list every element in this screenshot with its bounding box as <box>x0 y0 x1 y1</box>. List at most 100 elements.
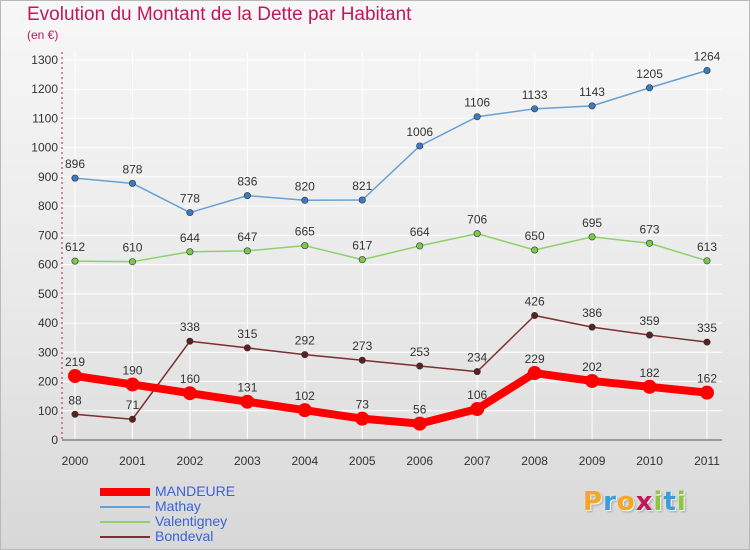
series-bondeval-point <box>128 415 136 423</box>
x-tick-label: 2011 <box>694 454 720 468</box>
logo-letter: i <box>653 487 664 517</box>
series-bondeval-data-label: 426 <box>525 294 545 308</box>
legend-label: MANDEURE <box>155 483 236 499</box>
series-bondeval-point <box>646 331 654 339</box>
logo-letter: x <box>635 487 654 517</box>
series-bondeval-point <box>358 356 366 364</box>
series-bondeval-point <box>71 410 79 418</box>
series-mathay-point <box>531 105 539 113</box>
legend-swatch <box>100 536 150 538</box>
series-bondeval-point <box>416 362 424 370</box>
x-tick-label: 2003 <box>234 454 261 468</box>
series-mandeure-line <box>71 369 711 428</box>
series-valentigney-point <box>301 242 309 250</box>
series-mandeure-point <box>585 373 600 388</box>
series-mathay-point <box>703 67 711 75</box>
series-mandeure-point <box>355 411 370 426</box>
series-mandeure-data-label: 102 <box>295 389 315 403</box>
y-tick-label: 500 <box>38 287 58 301</box>
series-valentigney-data-label: 644 <box>180 231 200 245</box>
series-bondeval-data-label: 335 <box>697 321 717 335</box>
y-tick-label: 1200 <box>31 82 58 96</box>
series-mathay-point <box>71 174 79 182</box>
series-mandeure-point <box>642 379 657 394</box>
chart-subtitle: (en €) <box>27 28 59 42</box>
x-tick-label: 2001 <box>119 454 146 468</box>
series-valentigney-point <box>186 248 194 256</box>
series-bondeval-point <box>186 337 194 345</box>
series-mandeure-data-label: 106 <box>467 388 487 402</box>
y-tick-label: 800 <box>38 199 58 213</box>
logo-letter: t <box>663 487 677 517</box>
series-mathay-point <box>473 113 481 121</box>
series-mathay-point <box>128 179 136 187</box>
legend-swatch <box>100 521 150 523</box>
series-bondeval-data-label: 71 <box>126 398 140 412</box>
series-mandeure-point <box>125 377 140 392</box>
x-tick-label: 2006 <box>406 454 433 468</box>
series-mandeure-point <box>412 416 427 431</box>
series-valentigney-point <box>416 242 424 250</box>
series-bondeval-data-label: 359 <box>640 314 660 328</box>
series-valentigney-point <box>588 233 596 241</box>
chart-title: Evolution du Montant de la Dette par Hab… <box>27 4 412 25</box>
series-valentigney-line <box>74 232 708 263</box>
series-bondeval-point <box>301 351 309 359</box>
series-bondeval-data-label: 273 <box>352 339 372 353</box>
series-valentigney-point <box>646 239 654 247</box>
series-mathay-point <box>358 196 366 204</box>
series-mandeure-data-label: 202 <box>582 360 602 374</box>
series-valentigney-data-label: 650 <box>525 229 545 243</box>
series-mathay-data-label: 778 <box>180 192 200 206</box>
legend-swatch <box>100 488 150 496</box>
y-tick-label: 0 <box>51 433 58 447</box>
y-tick-label: 400 <box>38 316 58 330</box>
series-bondeval-point <box>531 311 539 319</box>
legend-label: Valentigney <box>155 513 228 529</box>
series-mandeure-data-label: 160 <box>180 372 200 386</box>
series-valentigney-point <box>703 257 711 265</box>
series-mandeure-point <box>297 403 312 418</box>
series-mandeure-point <box>68 368 82 383</box>
proxiti-logo: Proxiti <box>583 487 687 517</box>
logo-letter: P <box>583 487 604 517</box>
series-mandeure-data-label: 131 <box>237 381 257 395</box>
y-tick-label: 1100 <box>32 111 58 125</box>
series-mathay-data-label: 821 <box>352 179 372 193</box>
series-valentigney-data-label: 613 <box>697 240 717 254</box>
y-tick-label: 600 <box>38 258 58 272</box>
x-tick-label: 2009 <box>579 454 606 468</box>
series-mathay-data-label: 878 <box>122 162 142 176</box>
series-mathay-point <box>588 102 596 110</box>
series-valentigney-data-label: 706 <box>467 213 487 227</box>
series-mathay-data-label: 1106 <box>464 96 490 110</box>
x-tick-label: 2002 <box>177 454 204 468</box>
legend-label: Bondeval <box>155 528 214 544</box>
series-valentigney-point <box>243 247 251 255</box>
logo-letter: o <box>616 487 636 517</box>
series-mandeure-data-label: 182 <box>640 366 660 380</box>
y-tick-label: 700 <box>38 228 58 242</box>
logo-letter: r <box>603 487 617 517</box>
series-valentigney-data-label: 612 <box>65 240 85 254</box>
x-tick-label: 2005 <box>349 454 376 468</box>
y-tick-label: 300 <box>38 345 58 359</box>
x-tick-label: 2000 <box>62 454 89 468</box>
series-mathay-point <box>243 192 251 200</box>
series-mathay-point <box>186 209 194 217</box>
y-tick-label: 1000 <box>31 141 58 155</box>
series-mathay-data-label: 820 <box>295 179 315 193</box>
x-tick-label: 2008 <box>521 454 548 468</box>
series-mandeure-point <box>240 394 255 409</box>
series-bondeval-data-label: 338 <box>180 320 200 334</box>
series-mathay-point <box>646 84 654 92</box>
series-bondeval-line <box>74 314 708 420</box>
y-tick-label: 1300 <box>31 53 58 67</box>
series-mandeure-point <box>182 386 197 401</box>
series-valentigney-point <box>71 257 79 265</box>
series-mathay-data-label: 1264 <box>694 50 721 64</box>
series-bondeval-data-label: 386 <box>582 306 602 320</box>
series-mandeure-data-label: 162 <box>697 372 717 386</box>
series-mathay-data-label: 836 <box>237 175 257 189</box>
